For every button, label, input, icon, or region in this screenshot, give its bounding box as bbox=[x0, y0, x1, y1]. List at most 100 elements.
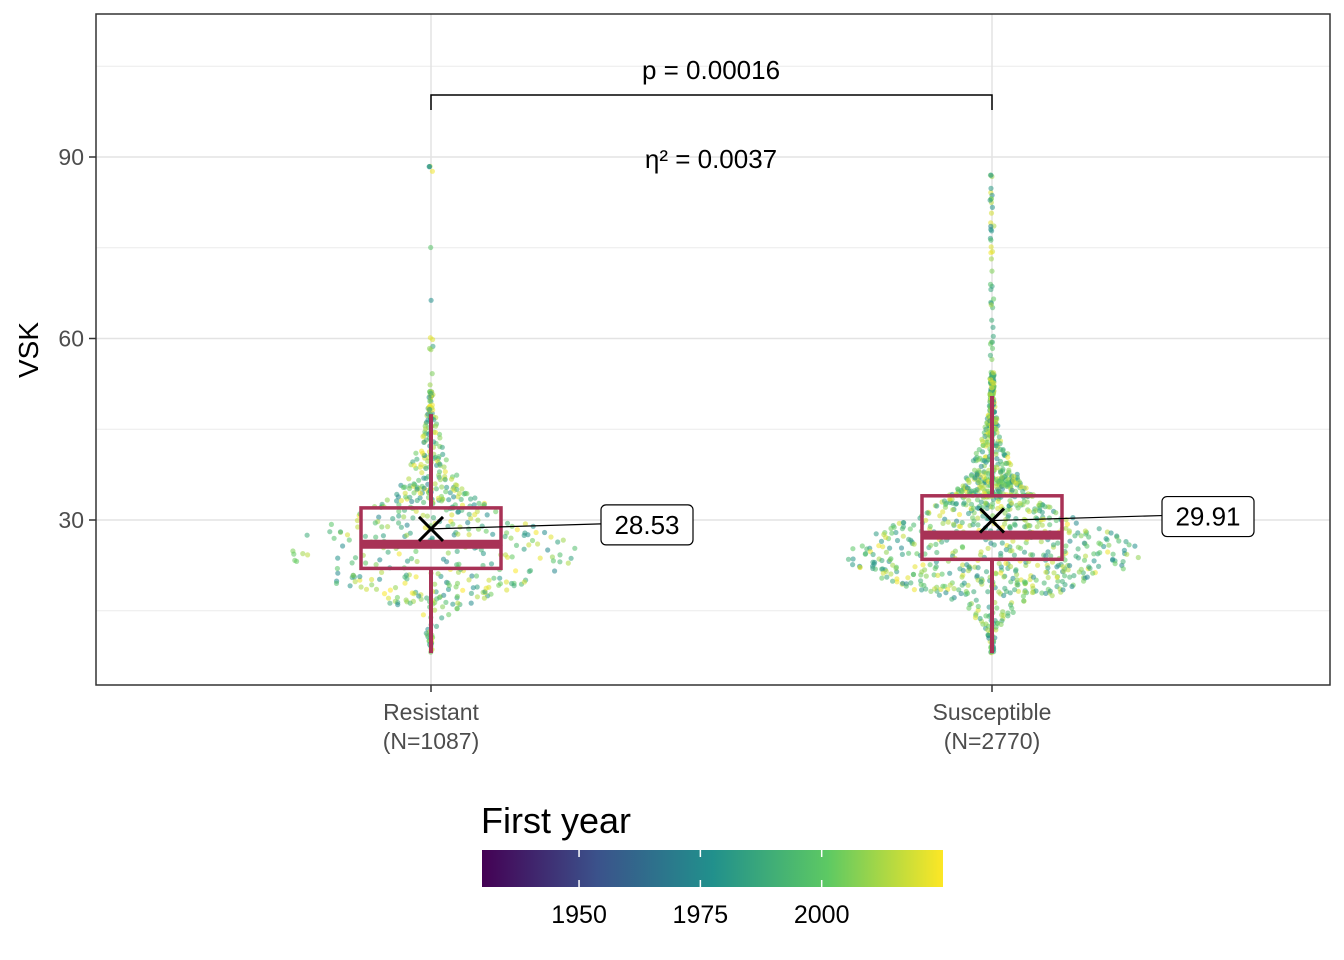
jitter-point bbox=[1062, 582, 1068, 588]
jitter-point bbox=[973, 597, 979, 603]
jitter-point bbox=[385, 524, 391, 530]
jitter-point bbox=[1008, 563, 1014, 570]
jitter-point bbox=[483, 528, 489, 534]
jitter-point bbox=[305, 552, 311, 558]
jitter-point bbox=[545, 547, 551, 553]
jitter-point bbox=[1054, 574, 1060, 580]
jitter-point bbox=[880, 544, 886, 550]
jitter-point bbox=[395, 602, 401, 608]
jitter-point bbox=[1004, 460, 1010, 466]
jitter-point bbox=[413, 548, 419, 555]
jitter-point bbox=[350, 572, 356, 579]
jitter-point bbox=[919, 587, 925, 593]
jitter-point bbox=[998, 621, 1004, 628]
jitter-point bbox=[468, 496, 474, 502]
jitter-point bbox=[1014, 577, 1020, 583]
jitter-point bbox=[1007, 590, 1013, 596]
jitter-point bbox=[1103, 536, 1109, 542]
jitter-point bbox=[449, 512, 455, 518]
jitter-point bbox=[1135, 554, 1141, 561]
jitter-point bbox=[396, 551, 402, 557]
jitter-point bbox=[923, 573, 929, 579]
jitter-point bbox=[983, 621, 989, 627]
jitter-point bbox=[862, 551, 868, 557]
boxplot-1 bbox=[359, 414, 503, 654]
jitter-point bbox=[433, 486, 439, 492]
jitter-point bbox=[1041, 580, 1047, 586]
jitter-point bbox=[491, 575, 497, 581]
jitter-point bbox=[993, 451, 999, 457]
jitter-point bbox=[947, 496, 953, 502]
jitter-point bbox=[426, 164, 433, 170]
jitter-point bbox=[899, 526, 906, 532]
jitter-point bbox=[358, 584, 364, 590]
jitter-point bbox=[555, 539, 561, 545]
jitter-point bbox=[432, 607, 438, 613]
jitter-point bbox=[978, 499, 984, 505]
jitter-point bbox=[447, 490, 453, 496]
y-tick-label-1: 60 bbox=[58, 326, 84, 352]
jitter-point bbox=[1098, 541, 1104, 547]
jitter-point bbox=[373, 562, 379, 568]
jitter-point bbox=[1060, 587, 1066, 593]
jitter-point bbox=[335, 555, 341, 561]
jitter-point bbox=[899, 551, 906, 558]
mean-label: 29.91 bbox=[1175, 502, 1240, 532]
jitter-point bbox=[488, 561, 495, 567]
jitter-point bbox=[454, 472, 460, 478]
jitter-point bbox=[996, 589, 1002, 595]
jitter-point bbox=[857, 564, 863, 571]
jitter-point bbox=[997, 441, 1003, 447]
jitter-point bbox=[565, 560, 571, 566]
jitter-point bbox=[1067, 538, 1073, 544]
jitter-point bbox=[965, 582, 971, 588]
jitter-point bbox=[990, 501, 996, 507]
jitter-point bbox=[964, 485, 971, 491]
jitter-point bbox=[357, 574, 363, 580]
jitter-point bbox=[957, 566, 963, 572]
jitter-point bbox=[445, 523, 451, 530]
jitter-point bbox=[414, 558, 420, 565]
jitter-point bbox=[396, 520, 402, 526]
jitter-point bbox=[413, 574, 419, 580]
jitter-point bbox=[887, 545, 893, 551]
mean-label-leader bbox=[991, 514, 1163, 522]
jitter-point bbox=[1015, 544, 1021, 550]
jitter-point bbox=[961, 580, 967, 586]
jitter-point bbox=[352, 579, 358, 585]
jitter-point bbox=[933, 541, 939, 548]
jitter-point bbox=[521, 579, 528, 585]
jitter-point bbox=[1039, 522, 1045, 528]
mean-label: 28.53 bbox=[614, 510, 679, 540]
jitter-point bbox=[550, 558, 557, 564]
jitter-point bbox=[1037, 508, 1043, 514]
jitter-point bbox=[859, 543, 865, 549]
jitter-point bbox=[560, 537, 566, 543]
jitter-point bbox=[1010, 609, 1016, 616]
jitter-point bbox=[989, 345, 996, 351]
jitter-point bbox=[950, 507, 956, 513]
jitter-point bbox=[548, 534, 554, 540]
jitter-point bbox=[1001, 574, 1007, 580]
jitter-point bbox=[385, 549, 391, 555]
jitter-point bbox=[387, 587, 393, 593]
jitter-point bbox=[1049, 593, 1055, 599]
jitter-point bbox=[1024, 499, 1030, 505]
jitter-point bbox=[1026, 508, 1032, 514]
jitter-point bbox=[474, 594, 480, 600]
jitter-point bbox=[392, 585, 399, 591]
mean-label-leader bbox=[430, 523, 602, 530]
jitter-point bbox=[1106, 542, 1112, 548]
mean-marker-stroke bbox=[417, 515, 445, 542]
jitter-point bbox=[1005, 514, 1011, 521]
jitter-point bbox=[363, 586, 370, 592]
jitter-point bbox=[454, 605, 460, 612]
jitter-point bbox=[927, 562, 933, 568]
jitter-point bbox=[396, 508, 402, 514]
jitter-point bbox=[1021, 549, 1028, 555]
jitter-point bbox=[980, 438, 986, 445]
jitter-point bbox=[956, 523, 962, 529]
jitter-point bbox=[1071, 573, 1077, 579]
jitter-point bbox=[873, 531, 879, 537]
